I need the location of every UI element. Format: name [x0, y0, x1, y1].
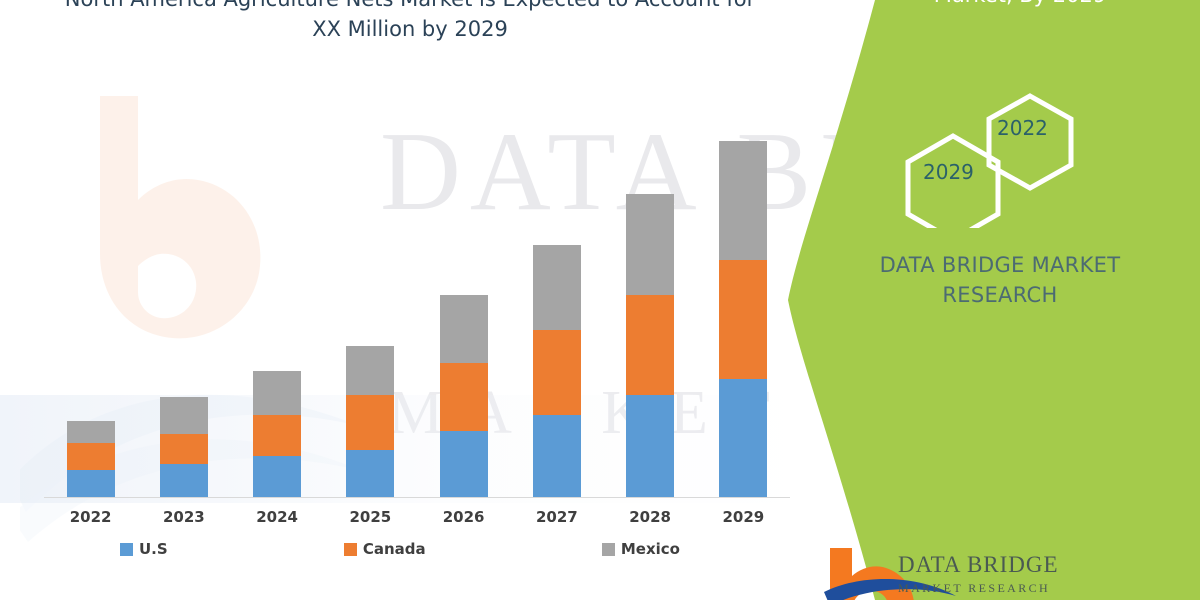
bar-segment-canada[interactable] [66, 443, 115, 470]
brand-name: DATA BRIDGE MARKET RESEARCH [820, 250, 1180, 310]
bar-group[interactable] [532, 244, 581, 497]
bar-group[interactable] [626, 193, 675, 497]
bar-segment-mexico[interactable] [719, 141, 768, 261]
legend-label: U.S [139, 540, 168, 558]
hexagon-label-2022: 2022 [997, 116, 1048, 140]
legend-label: Mexico [620, 540, 680, 558]
bar-segment-mexico[interactable] [253, 370, 302, 415]
bar-segment-us[interactable] [159, 464, 208, 497]
bar-group[interactable] [346, 345, 395, 497]
bar-segment-canada[interactable] [532, 329, 581, 415]
bar-segment-mexico[interactable] [66, 421, 115, 444]
legend-swatch-icon [343, 542, 357, 556]
bar-segment-mexico[interactable] [346, 345, 395, 395]
bar-segment-canada[interactable] [159, 433, 208, 465]
bar-segment-us[interactable] [532, 414, 581, 497]
green-side-panel: Market, By 2029 2022 2029 DATA BRIDGE MA… [780, 0, 1200, 600]
logo-name: DATA BRIDGE [898, 552, 1059, 577]
hexagon-outlines-icon [905, 93, 1074, 243]
x-axis-label-2029: 2029 [722, 508, 765, 526]
bar-segment-us[interactable] [66, 469, 115, 497]
panel-title: Market, By 2029 [850, 0, 1190, 10]
chart-title: North America Agriculture Nets Market is… [65, 0, 755, 41]
bar-segment-mexico[interactable] [626, 193, 675, 295]
bar-group[interactable] [719, 141, 768, 497]
chart-panel: North America Agriculture Nets Market is… [44, 0, 790, 558]
chart-plot-area [44, 120, 790, 498]
bar-group[interactable] [253, 370, 302, 497]
bar-segment-canada[interactable] [346, 394, 395, 450]
bar-group[interactable] [159, 397, 208, 497]
x-axis-label-2026: 2026 [442, 508, 485, 526]
legend-item-mexico[interactable]: Mexico [601, 540, 680, 558]
logo-subtitle: MARKET RESEARCH [898, 581, 1051, 595]
x-axis-label-2023: 2023 [163, 508, 205, 526]
x-axis-label-2025: 2025 [349, 508, 392, 526]
bar-group[interactable] [66, 421, 115, 497]
legend-swatch-icon [120, 542, 133, 556]
bar-segment-mexico[interactable] [439, 294, 488, 364]
bar-segment-us[interactable] [626, 394, 675, 497]
brand-line-2: RESEARCH [942, 283, 1058, 307]
x-axis-label-2028: 2028 [629, 508, 671, 526]
bar-segment-us[interactable] [346, 449, 395, 497]
chart-legend: U.S Canada Mexico [120, 540, 680, 558]
bar-group[interactable] [439, 294, 488, 497]
bar-segment-canada[interactable] [439, 363, 488, 431]
bar-segment-canada[interactable] [253, 414, 302, 456]
bar-segment-mexico[interactable] [159, 397, 208, 434]
legend-label: Canada [362, 540, 426, 558]
legend-swatch-icon [601, 542, 615, 556]
green-panel-shape [788, 0, 1200, 600]
x-axis-label-2022: 2022 [69, 508, 112, 526]
hexagon-label-2029: 2029 [923, 160, 974, 184]
bar-segment-us[interactable] [439, 430, 488, 497]
bar-segment-canada[interactable] [719, 260, 768, 380]
green-panel-content: Market, By 2029 2022 2029 DATA BRIDGE MA… [780, 0, 1200, 600]
logo-mark-icon [824, 548, 956, 600]
bar-segment-canada[interactable] [626, 294, 675, 395]
x-axis-line [44, 497, 790, 498]
bar-series-container [44, 120, 790, 497]
legend-item-us[interactable]: U.S [120, 540, 168, 558]
hexagon-group: 2022 2029 [885, 88, 1095, 243]
legend-item-canada[interactable]: Canada [343, 540, 426, 558]
x-axis-label-2024: 2024 [256, 508, 298, 526]
company-logo: DATA BRIDGE MARKET RESEARCH [820, 548, 1150, 600]
bar-segment-mexico[interactable] [532, 244, 581, 330]
bar-segment-us[interactable] [719, 379, 768, 497]
x-axis-labels: 2022 2023 2024 2025 2026 2027 2028 2029 [44, 508, 790, 526]
x-axis-label-2027: 2027 [536, 508, 578, 526]
bar-segment-us[interactable] [253, 455, 302, 497]
brand-line-1: DATA BRIDGE MARKET [879, 253, 1121, 277]
